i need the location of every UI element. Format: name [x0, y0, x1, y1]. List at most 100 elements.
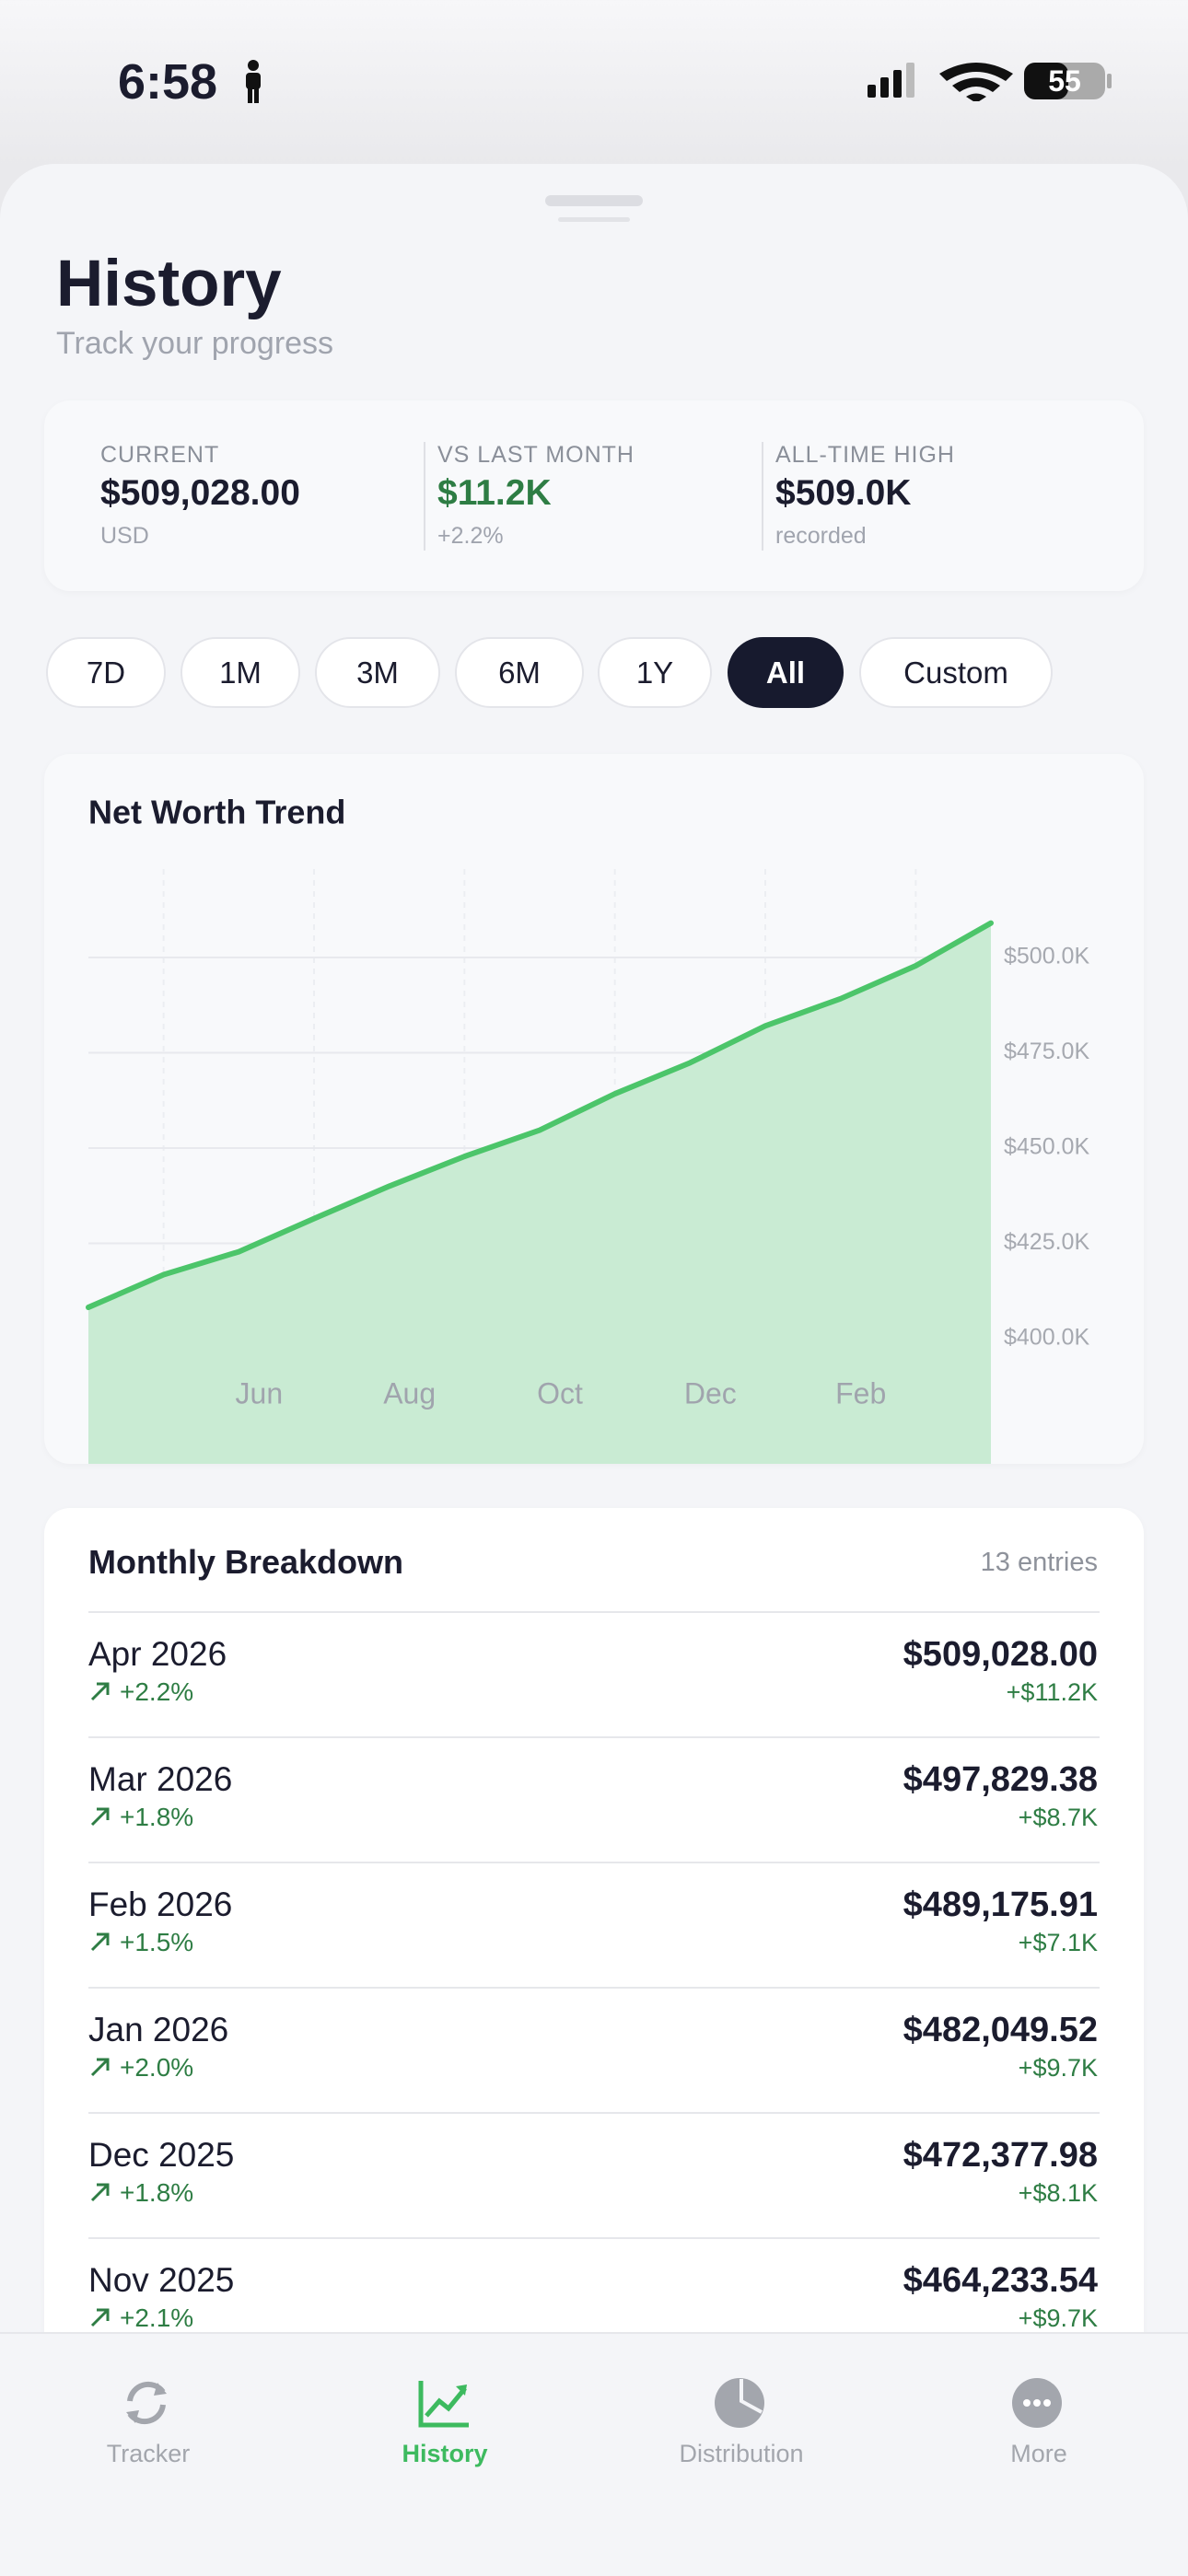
row-value: $482,049.52 — [903, 2011, 1098, 2049]
arrow-icon — [90, 1932, 110, 1952]
arrow-icon — [90, 1807, 110, 1827]
stats-card — [44, 400, 1144, 591]
stat-divider — [424, 442, 425, 551]
y-tick-label: $450.0K — [1004, 1134, 1089, 1160]
row-change: +1.8% — [120, 1803, 194, 1831]
status-icons — [868, 63, 1112, 101]
tab-label[interactable]: Distribution — [679, 2440, 804, 2467]
x-tick-label: Oct — [537, 1376, 583, 1410]
breakdown-title: Monthly Breakdown — [88, 1543, 404, 1581]
area — [88, 922, 991, 1464]
row-separator — [88, 1987, 1100, 1989]
row-value: $509,028.00 — [903, 1635, 1098, 1674]
battery-level: 55 — [1048, 64, 1081, 98]
row-separator — [88, 1611, 1100, 1613]
grabber — [545, 195, 643, 206]
tab-label[interactable]: More — [1010, 2440, 1067, 2467]
breakdown-count: 13 entries — [980, 1548, 1098, 1577]
row-delta: +$7.1K — [1018, 1929, 1098, 1956]
chart-title: Net Worth Trend — [88, 794, 345, 831]
row-month: Nov 2025 — [88, 2261, 235, 2299]
trend-arrow — [88, 1930, 112, 1954]
tab-bar — [0, 2332, 1188, 2576]
tab-icon[interactable] — [119, 2375, 178, 2431]
y-tick-label: $500.0K — [1004, 944, 1089, 969]
stat-label: VS LAST MONTH — [437, 442, 635, 468]
row-change: +1.5% — [120, 1928, 194, 1956]
range-pill[interactable]: 3M — [315, 637, 440, 708]
row-change: +1.8% — [120, 2178, 194, 2207]
x-tick-label: Feb — [835, 1376, 886, 1410]
x-tick-label: Jun — [236, 1376, 284, 1410]
chart: Net Worth Trend $400.0K $425.0K $450.0K $47… — [86, 794, 1089, 1464]
status-time: 6:58 — [118, 54, 218, 110]
breakdown-card — [44, 1508, 1144, 2429]
stat-value: $509.0K — [775, 473, 912, 513]
arrow-icon — [90, 2183, 110, 2202]
row-delta: +$9.7K — [1018, 2054, 1098, 2082]
y-tick-label: $425.0K — [1004, 1229, 1089, 1255]
tab-icon[interactable] — [712, 2375, 771, 2431]
chart-card: Net Worth Trend $400.0K $425.0K $450.0K $47… — [44, 754, 1144, 1464]
page-title: History — [56, 248, 282, 320]
arrow-icon — [90, 1682, 110, 1701]
tab-label[interactable]: History — [402, 2440, 488, 2467]
row-separator — [88, 2112, 1100, 2114]
x-tick-label: Aug — [383, 1376, 436, 1410]
stat-sub: recorded — [775, 523, 867, 549]
range-pill[interactable]: All — [728, 637, 844, 708]
row-change: +2.0% — [120, 2053, 194, 2082]
tab-icon[interactable] — [1009, 2375, 1068, 2431]
row-separator — [88, 1862, 1100, 1863]
row-value: $464,233.54 — [903, 2261, 1098, 2300]
tab-icon[interactable] — [415, 2375, 474, 2431]
stat-sub: +2.2% — [437, 523, 504, 549]
row-month: Apr 2026 — [88, 1635, 227, 1673]
row-month: Mar 2026 — [88, 1760, 233, 1798]
tab-icon-graphic — [1012, 2378, 1062, 2428]
trend-arrow — [88, 1804, 112, 1828]
status-person-icon — [246, 60, 261, 103]
trend-arrow — [88, 2180, 112, 2204]
tab-icon-graphic — [715, 2378, 764, 2428]
range-pill[interactable]: 6M — [455, 637, 584, 708]
row-delta: +$9.7K — [1018, 2304, 1098, 2332]
stat-divider — [762, 442, 763, 551]
range-pill[interactable]: 1Y — [598, 637, 712, 708]
row-change: +2.1% — [120, 2303, 194, 2332]
page-subtitle: Track your progress — [56, 326, 334, 361]
stat-value: $509,028.00 — [100, 473, 300, 513]
row-change: +2.2% — [120, 1677, 194, 1706]
row-value: $489,175.91 — [903, 1886, 1098, 1924]
row-delta: +$8.7K — [1018, 1804, 1098, 1831]
x-tick-label: Dec — [684, 1376, 737, 1410]
range-pill[interactable]: 1M — [181, 637, 300, 708]
grabber-line — [558, 217, 630, 222]
arrow-icon — [90, 2058, 110, 2077]
row-separator — [88, 1736, 1100, 1738]
arrow-icon — [90, 2308, 110, 2327]
tab-icon-graphic — [126, 2381, 167, 2425]
trend-arrow — [88, 2305, 112, 2329]
row-separator — [88, 2237, 1100, 2239]
y-tick-label: $400.0K — [1004, 1325, 1089, 1351]
stat-sub: USD — [100, 523, 149, 549]
trend-arrow — [88, 1679, 112, 1703]
line — [86, 920, 994, 1311]
row-month: Jan 2026 — [88, 2011, 229, 2048]
trend-arrow — [88, 2055, 112, 2079]
range-pill[interactable]: 7D — [46, 637, 166, 708]
stat-value: $11.2K — [437, 473, 552, 513]
row-delta: +$8.1K — [1018, 2179, 1098, 2207]
tab-icon-graphic — [418, 2381, 469, 2428]
row-delta: +$11.2K — [1006, 1678, 1098, 1706]
tab-label[interactable]: Tracker — [106, 2440, 191, 2467]
range-pill[interactable]: Custom — [859, 637, 1053, 708]
row-value: $472,377.98 — [903, 2136, 1098, 2175]
row-value: $497,829.38 — [903, 1760, 1098, 1799]
row-month: Feb 2026 — [88, 1886, 233, 1923]
row-month: Dec 2025 — [88, 2136, 235, 2174]
stat-label: ALL-TIME HIGH — [775, 442, 955, 468]
y-tick-label: $475.0K — [1004, 1039, 1089, 1064]
